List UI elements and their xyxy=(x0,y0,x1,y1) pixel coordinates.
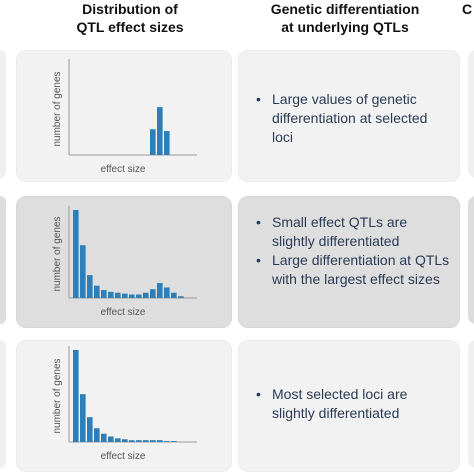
histogram-row-1: effect size number of genes xyxy=(52,59,197,175)
histogram-bar xyxy=(157,440,163,442)
left-edge-card-2 xyxy=(0,196,6,324)
right-edge-card-1 xyxy=(468,50,474,178)
chart-card-3 xyxy=(16,340,232,472)
histogram-bar xyxy=(101,433,107,442)
bullets-row-2: Small effect QTLs are slightly different… xyxy=(252,213,452,289)
bullet-item: Large differentiation at QTLs with the l… xyxy=(252,251,452,289)
bullet-item: Large values of genetic differentiation … xyxy=(252,90,452,147)
histogram-bar xyxy=(122,439,128,442)
left-edge-card-1 xyxy=(0,50,6,178)
histogram-bar xyxy=(73,210,79,298)
header-left-line1: Distribution of xyxy=(82,1,178,17)
histogram-bar xyxy=(171,292,177,298)
histogram-bar xyxy=(101,290,107,298)
x-axis-label: effect size xyxy=(101,164,146,175)
y-axis-label: number of genes xyxy=(52,358,63,433)
histogram-bar xyxy=(115,438,121,442)
histogram-bar xyxy=(108,291,114,298)
bullet-item: Most selected loci are slightly differen… xyxy=(252,385,452,423)
histogram-bar xyxy=(164,441,170,442)
histogram-bar xyxy=(80,245,86,298)
histogram-bar xyxy=(115,292,121,298)
histogram-bar xyxy=(80,394,86,442)
left-edge-card-3 xyxy=(0,340,6,468)
chart-card-2 xyxy=(16,196,232,328)
histogram-bar xyxy=(94,285,100,298)
right-edge-card-3 xyxy=(468,340,474,468)
histogram-bar xyxy=(108,436,114,442)
header-clipped-letter: C xyxy=(462,1,473,17)
chart-card-1 xyxy=(16,50,232,182)
histogram-bar xyxy=(136,440,142,442)
bullets-row-3: Most selected loci are slightly differen… xyxy=(252,385,452,423)
header-clipped-right: C xyxy=(462,0,474,18)
histogram-row-3: effect size number of genes xyxy=(52,346,197,462)
histogram-bar xyxy=(150,440,156,442)
histogram-bar xyxy=(150,129,156,155)
histogram-bar xyxy=(157,283,163,298)
histogram-bar xyxy=(94,428,100,442)
histogram-bar xyxy=(73,350,79,442)
histogram-bar xyxy=(171,441,177,442)
bullet-item: Small effect QTLs are slightly different… xyxy=(252,213,452,251)
histogram-bar xyxy=(136,294,142,298)
header-mid-line2: at underlying QTLs xyxy=(281,19,409,35)
histogram-bar xyxy=(143,440,149,442)
histogram-bar xyxy=(143,292,149,298)
header-left-line2: QTL effect sizes xyxy=(76,19,184,35)
right-edge-card-2 xyxy=(468,196,474,324)
histogram-bar xyxy=(150,289,156,298)
histogram-bar xyxy=(157,107,163,155)
bullets-row-1: Large values of genetic differentiation … xyxy=(252,90,452,147)
x-axis-label: effect size xyxy=(101,451,146,462)
x-axis-label: effect size xyxy=(101,307,146,318)
histogram-bar xyxy=(122,293,128,298)
header-mid-line1: Genetic differentiation xyxy=(270,1,420,17)
histogram-bar xyxy=(87,275,93,298)
histogram-bar xyxy=(87,417,93,442)
histogram-row-2: effect size number of genes xyxy=(52,206,197,318)
histogram-bar xyxy=(164,287,170,298)
header-qtl-effect-sizes: Distribution of QTL effect sizes xyxy=(30,0,230,36)
y-axis-label: number of genes xyxy=(52,216,63,291)
histogram-bar xyxy=(129,440,135,442)
header-genetic-differentiation: Genetic differentiation at underlying QT… xyxy=(240,0,450,36)
histogram-bar xyxy=(129,294,135,298)
histogram-bar xyxy=(164,131,170,155)
histogram-bar xyxy=(178,296,184,298)
y-axis-label: number of genes xyxy=(52,71,63,146)
